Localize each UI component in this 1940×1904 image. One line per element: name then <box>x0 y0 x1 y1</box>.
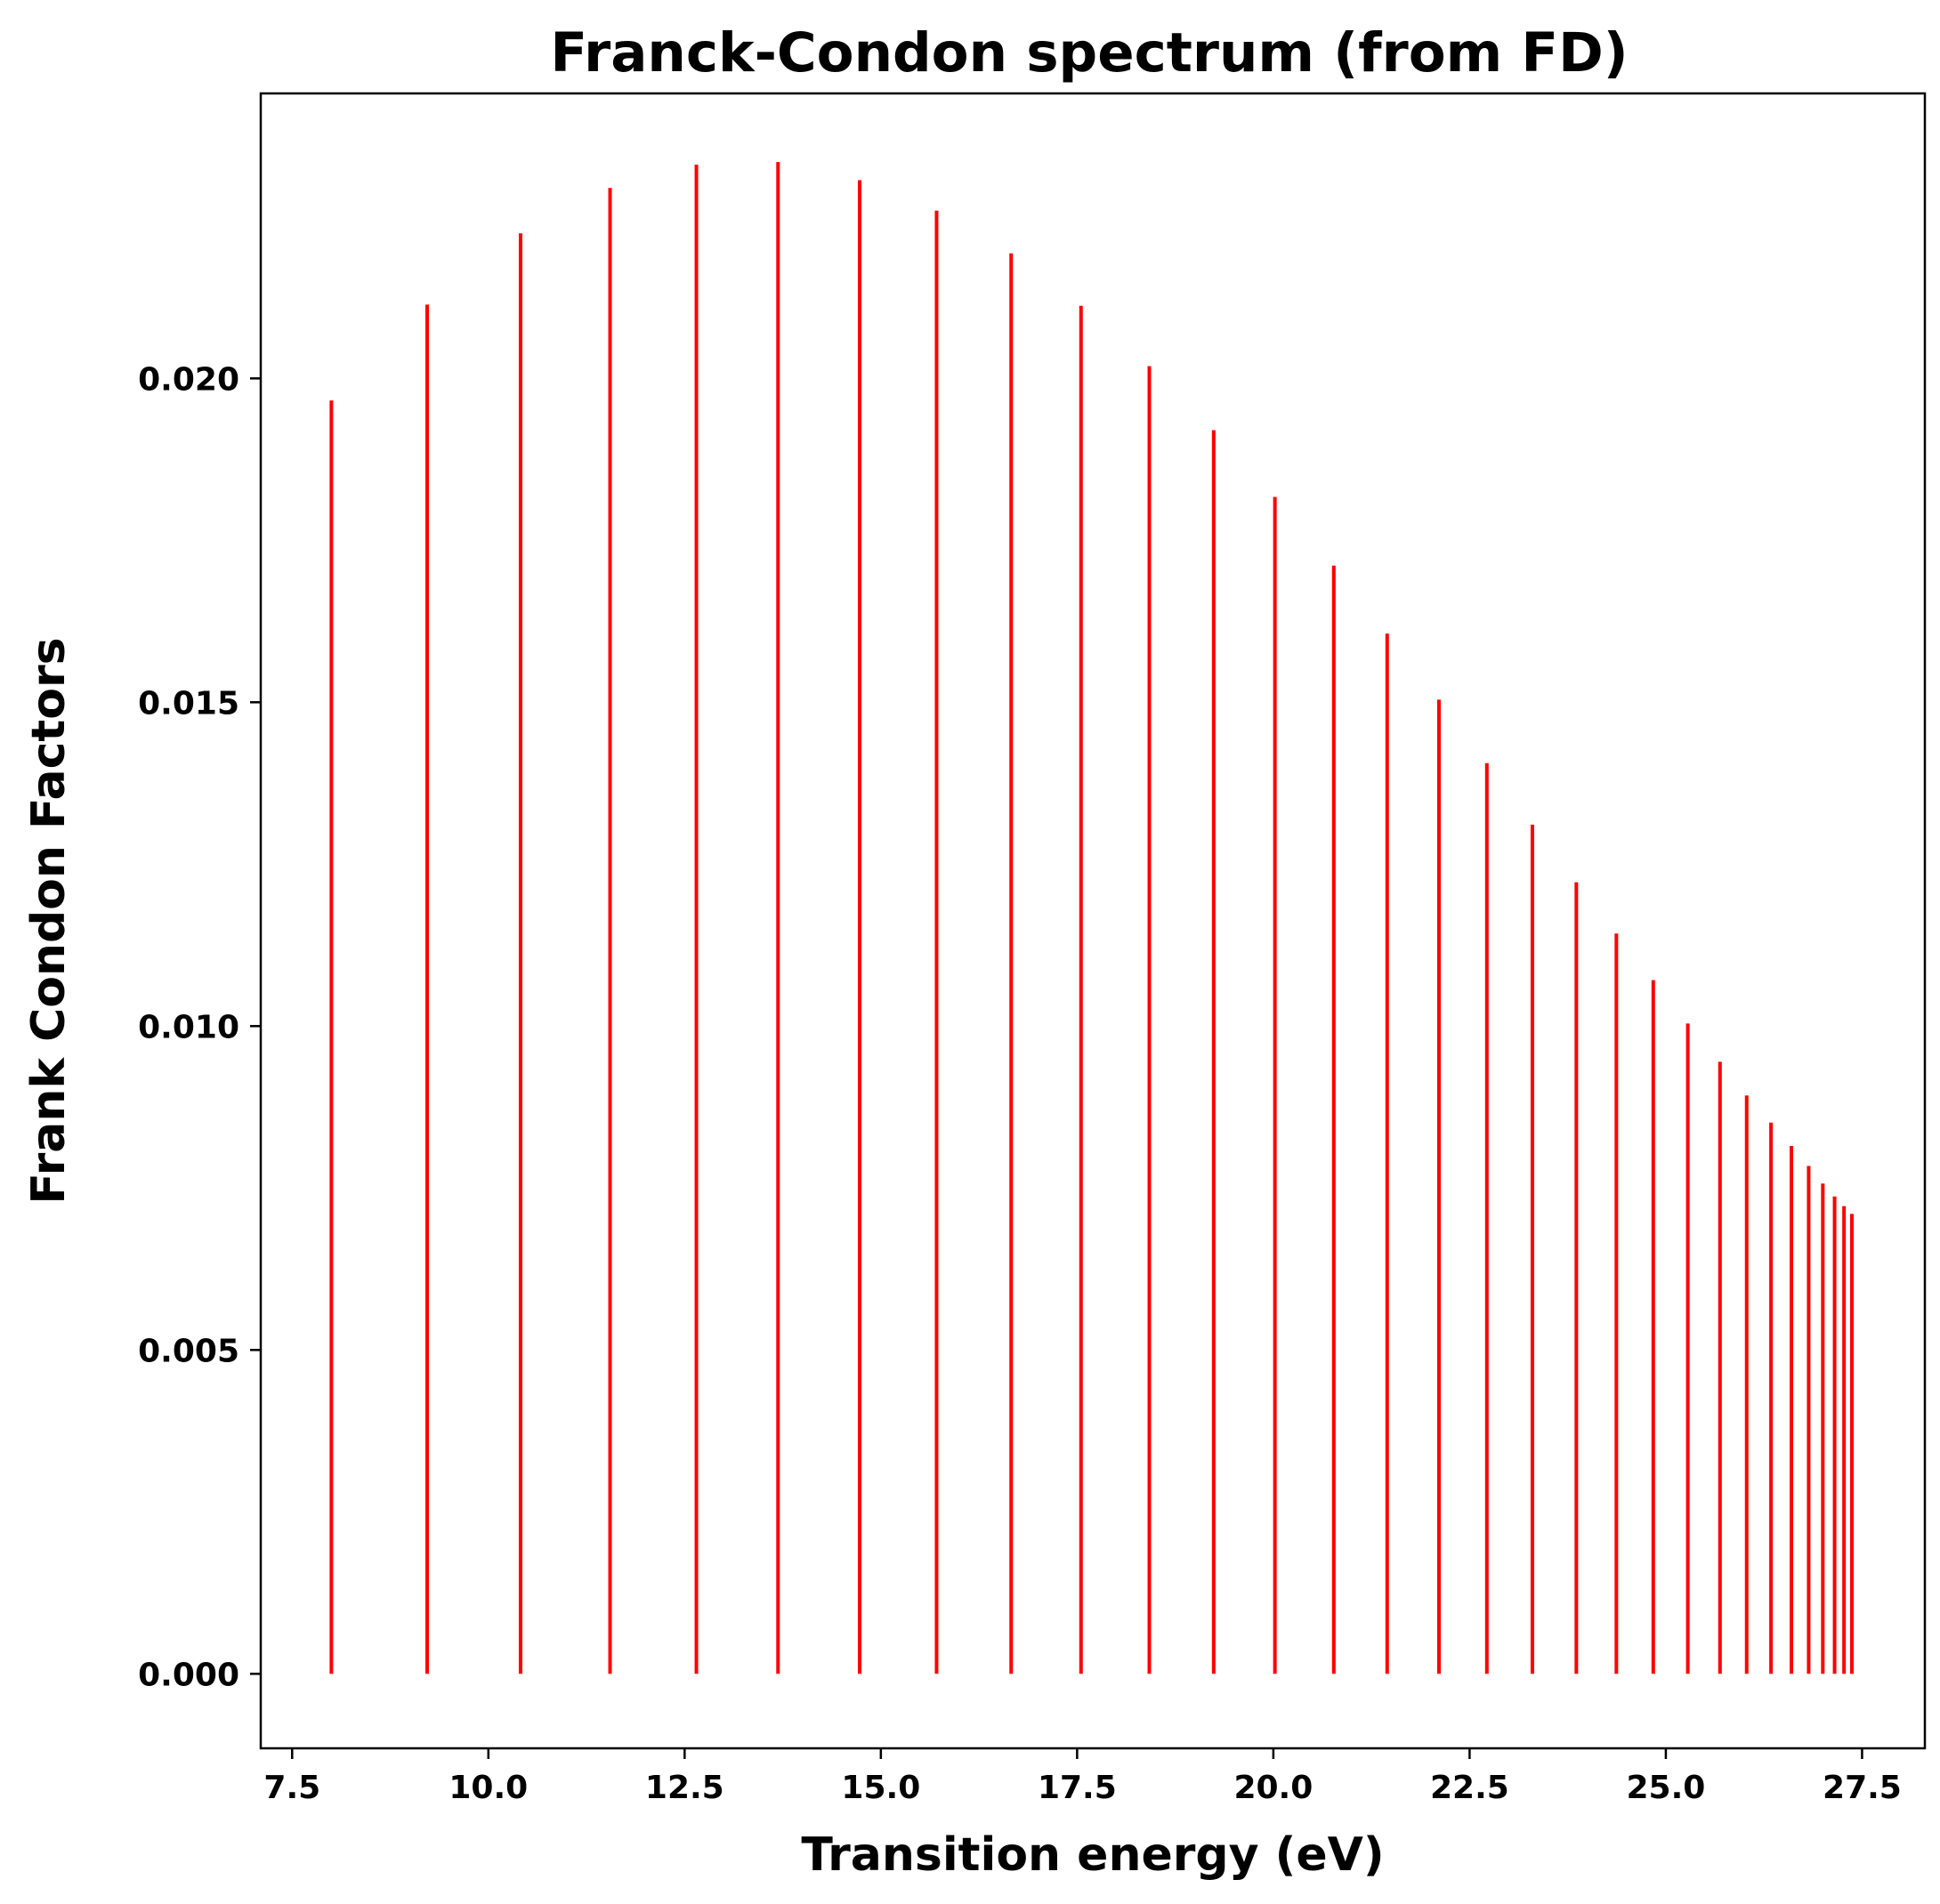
x-tick-label: 7.5 <box>263 1770 320 1806</box>
y-tick-label: 0.010 <box>138 1009 239 1045</box>
x-tick-label: 12.5 <box>645 1770 724 1806</box>
y-tick-label: 0.020 <box>138 361 239 398</box>
x-tick-label: 17.5 <box>1038 1770 1117 1806</box>
stick-bars <box>329 162 1854 1674</box>
x-axis-label: Transition energy (eV) <box>801 1828 1384 1882</box>
y-axis: 0.000 0.005 0.010 0.015 0.020 <box>138 361 261 1693</box>
x-tick-label: 27.5 <box>1823 1770 1902 1806</box>
y-axis-label: Frank Condon Factors <box>22 637 76 1204</box>
x-tick-label: 10.0 <box>449 1770 528 1806</box>
x-tick-label: 25.0 <box>1627 1770 1706 1806</box>
chart-title: Franck-Condon spectrum (from FD) <box>550 21 1628 85</box>
x-tick-label: 22.5 <box>1430 1770 1509 1806</box>
x-tick-label: 20.0 <box>1233 1770 1313 1806</box>
plot-frame <box>259 92 1927 1750</box>
y-tick-label: 0.005 <box>138 1333 239 1369</box>
y-tick-label: 0.015 <box>138 685 239 722</box>
y-tick-label: 0.000 <box>138 1657 239 1693</box>
x-axis: 7.5 10.0 12.5 15.0 17.5 20.0 22.5 25.0 27.5 <box>263 1748 1902 1806</box>
x-tick-label: 15.0 <box>841 1770 920 1806</box>
